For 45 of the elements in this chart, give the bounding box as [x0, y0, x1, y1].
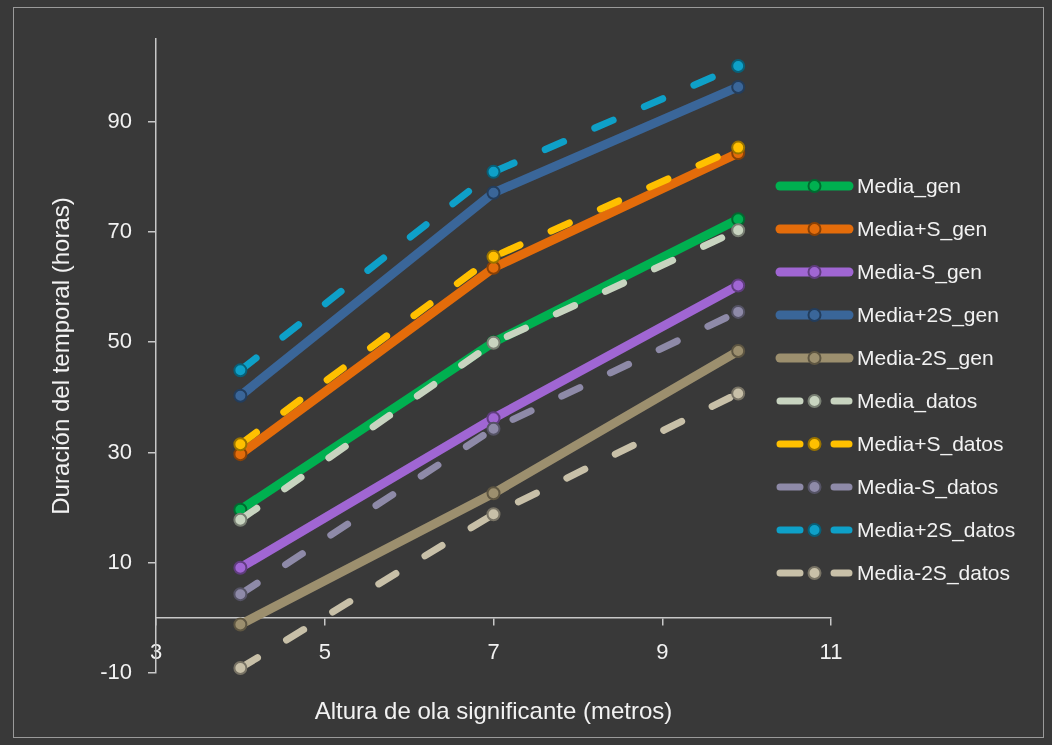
point — [233, 560, 248, 575]
y-tick-label: 70 — [107, 218, 132, 244]
point — [233, 512, 248, 527]
legend-label: Media-2S_datos — [857, 560, 1010, 585]
legend-label: Media+S_gen — [857, 216, 988, 241]
point — [486, 421, 501, 436]
y-tick-label: -10 — [100, 659, 132, 685]
x-tick-label: 5 — [318, 639, 331, 665]
y-axis-title: Duración del temporal (horas) — [47, 197, 75, 515]
point — [486, 507, 501, 522]
point — [233, 363, 248, 378]
x-tick-label: 7 — [487, 639, 500, 665]
x-tick-label: 11 — [819, 639, 843, 665]
legend-label: Media+2S_gen — [857, 302, 999, 327]
legend-label: Media_gen — [857, 173, 961, 198]
legend-label: Media+S_datos — [857, 431, 1004, 456]
point — [233, 617, 248, 632]
point — [233, 587, 248, 602]
legend-label: Media-2S_gen — [857, 345, 994, 370]
legend-label: Media_datos — [857, 388, 978, 413]
point — [731, 386, 746, 401]
y-tick-label: 50 — [107, 328, 132, 354]
point — [233, 661, 248, 676]
point — [731, 59, 746, 74]
point — [486, 185, 501, 200]
point — [731, 278, 746, 293]
point — [731, 304, 746, 319]
y-tick-label: 30 — [107, 438, 132, 464]
y-tick-label: 90 — [107, 107, 132, 133]
point — [486, 249, 501, 264]
point — [486, 486, 501, 501]
point — [731, 223, 746, 238]
point — [486, 164, 501, 179]
legend-label: Media-S_gen — [857, 259, 982, 284]
point — [233, 437, 248, 452]
x-tick-label: 9 — [656, 639, 669, 665]
x-axis-title: Altura de ola significante (metros) — [314, 697, 673, 725]
legend-label: Media+2S_datos — [857, 517, 1016, 542]
legend-label: Media-S_datos — [857, 474, 999, 499]
point — [731, 344, 746, 359]
y-tick-label: 10 — [107, 548, 132, 574]
point — [731, 79, 746, 94]
point — [731, 140, 746, 155]
point — [233, 388, 248, 403]
point — [731, 212, 746, 227]
